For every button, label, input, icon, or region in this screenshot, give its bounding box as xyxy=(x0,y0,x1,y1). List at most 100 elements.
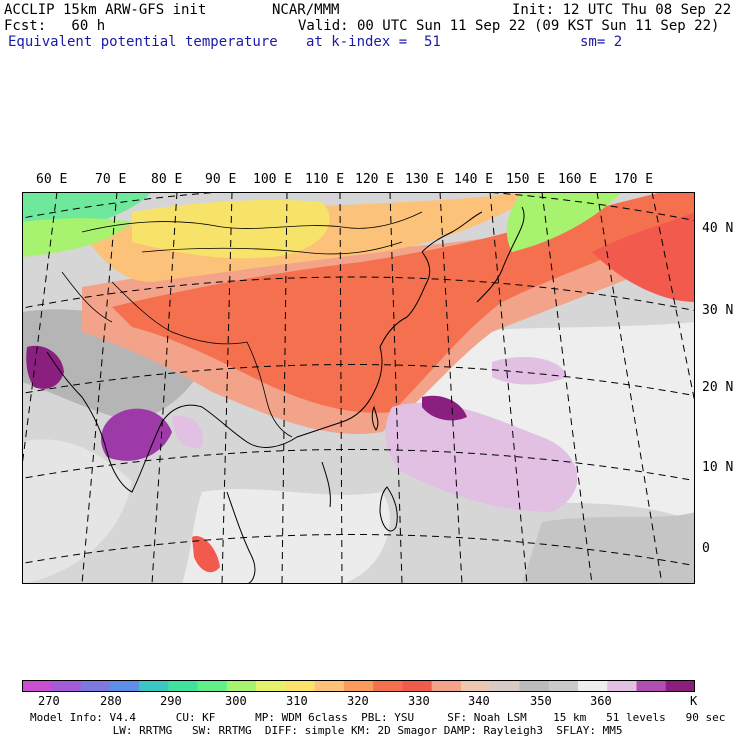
lat-label-30n: 30 N xyxy=(702,303,734,318)
colorbar-swatch xyxy=(577,680,608,692)
colorbar-label-330: 330 xyxy=(408,694,430,708)
field-lilac-north xyxy=(492,357,567,385)
colorbar-swatch xyxy=(665,680,695,692)
lat-label-10n: 10 N xyxy=(702,460,734,475)
parallel-20n xyxy=(22,364,695,397)
meridian-170e xyxy=(651,192,695,406)
field-red-pacific xyxy=(592,212,695,302)
field-purple-arabia xyxy=(26,345,64,389)
field-shading xyxy=(22,192,695,584)
coast-vietnam xyxy=(321,461,331,508)
meridian-160e xyxy=(596,192,663,584)
colorbar-swatch xyxy=(168,680,199,692)
colorbar-swatch xyxy=(226,680,257,692)
colorbar xyxy=(22,680,695,692)
lon-label-170e: 170 E xyxy=(614,172,654,187)
graticule xyxy=(22,192,695,584)
parallel-0 xyxy=(22,534,695,567)
valid-time: Valid: 00 UTC Sun 11 Sep 22 (09 KST Sun … xyxy=(298,18,720,34)
model-info-line1: Model Info: V4.4 CU: KF MP: WDM 6class P… xyxy=(30,711,726,724)
smoothing-label: sm= 2 xyxy=(580,34,623,50)
meridian-140e xyxy=(489,192,528,584)
colorbar-swatch xyxy=(109,680,140,692)
lon-label-80e: 80 E xyxy=(151,172,183,187)
border-himalaya xyxy=(111,281,248,345)
colorbar-label-270: 270 xyxy=(38,694,60,708)
lon-label-140e: 140 E xyxy=(454,172,494,187)
meridian-90e xyxy=(221,192,233,584)
map-frame xyxy=(22,192,695,584)
parallel-30n xyxy=(22,276,695,312)
colorbar-label-340: 340 xyxy=(468,694,490,708)
colorbar-swatch xyxy=(22,680,52,692)
lon-label-120e: 120 E xyxy=(355,172,395,187)
field-lime-nw xyxy=(22,218,132,257)
lat-label-20n: 20 N xyxy=(702,380,734,395)
model-title: ACCLIP 15km ARW-GFS init xyxy=(4,2,207,18)
colorbar-swatch xyxy=(607,680,637,692)
coast-philippines xyxy=(379,486,398,532)
field-name: Equivalent potential temperature xyxy=(8,34,278,50)
meridian-150e xyxy=(541,192,593,584)
colorbar-swatch xyxy=(314,680,345,692)
colorbar-swatch xyxy=(373,680,403,692)
parallel-40n xyxy=(22,192,695,222)
colorbar-swatch xyxy=(256,680,286,692)
meridian-130e xyxy=(439,192,463,584)
coast-taiwan xyxy=(371,405,379,431)
colorbar-swatch xyxy=(402,680,433,692)
theta-e-map xyxy=(22,192,695,584)
lon-label-150e: 150 E xyxy=(506,172,546,187)
colorbar-swatch xyxy=(51,680,82,692)
border-mongolia-north xyxy=(81,211,423,233)
field-lilac-pacific xyxy=(385,402,578,512)
lon-label-110e: 110 E xyxy=(305,172,345,187)
colorbar-swatch xyxy=(636,680,667,692)
lon-label-130e: 130 E xyxy=(405,172,445,187)
colorbar-swatch xyxy=(519,680,550,692)
lon-label-100e: 100 E xyxy=(253,172,293,187)
org-label: NCAR/MMM xyxy=(272,2,340,18)
colorbar-label-360: 360 xyxy=(590,694,612,708)
field-grey-se xyxy=(522,512,695,584)
colorbar-label-350: 350 xyxy=(530,694,552,708)
colorbar-swatch xyxy=(490,680,520,692)
field-purple-bay xyxy=(100,408,172,461)
country-borders xyxy=(61,211,423,438)
colorbar-swatch xyxy=(431,680,462,692)
coast-korea xyxy=(421,211,483,253)
coast-mainland xyxy=(46,251,431,493)
colorbar-unit: K xyxy=(690,694,698,708)
init-time: Init: 12 UTC Thu 08 Sep 22 xyxy=(512,2,732,18)
colorbar-label-310: 310 xyxy=(286,694,308,708)
model-info-line2: LW: RRTMG SW: RRTMG DIFF: simple KM: 2D … xyxy=(0,724,623,737)
border-mongolia-south xyxy=(141,241,403,255)
meridian-120e xyxy=(389,192,403,584)
colorbar-label-320: 320 xyxy=(347,694,369,708)
field-white-west xyxy=(22,439,132,584)
lon-label-160e: 160 E xyxy=(558,172,598,187)
coastlines xyxy=(46,206,525,584)
meridian-70e xyxy=(81,192,118,584)
colorbar-swatch xyxy=(197,680,228,692)
colorbar-label-290: 290 xyxy=(160,694,182,708)
lat-label-0: 0 xyxy=(702,541,710,556)
field-green-ne xyxy=(506,192,622,252)
meridian-80e xyxy=(151,192,178,584)
colorbar-swatch xyxy=(343,680,374,692)
field-red-malaya xyxy=(192,536,220,573)
colorbar-label-300: 300 xyxy=(225,694,247,708)
border-myanmar xyxy=(246,341,293,438)
lat-label-40n: 40 N xyxy=(702,221,734,236)
field-purple-typhoon xyxy=(422,395,467,421)
colorbar-swatch xyxy=(139,680,169,692)
forecast-hour: Fcst: 60 h xyxy=(4,18,106,34)
colorbar-frame xyxy=(22,680,695,692)
meridian-60e xyxy=(22,192,58,471)
coast-japan xyxy=(476,206,525,303)
lon-label-70e: 70 E xyxy=(95,172,127,187)
field-lilac-bay xyxy=(172,416,203,449)
lon-label-60e: 60 E xyxy=(36,172,68,187)
border-pakistan xyxy=(61,271,113,323)
colorbar-label-280: 280 xyxy=(100,694,122,708)
